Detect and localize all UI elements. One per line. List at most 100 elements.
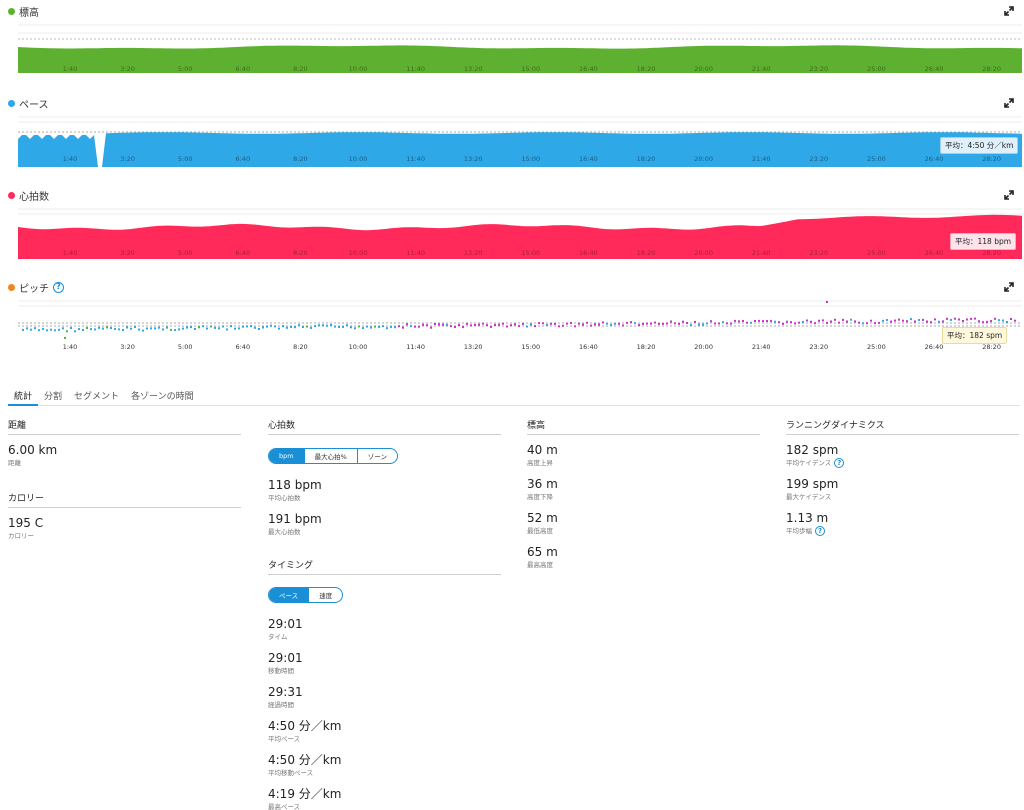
cadence-point bbox=[950, 318, 952, 321]
cadence-point bbox=[62, 327, 64, 330]
cadence-point bbox=[758, 319, 760, 322]
elapsed-time-stat: 29:31 経過時間 bbox=[268, 685, 501, 710]
cadence-point bbox=[634, 322, 636, 325]
cadence-point bbox=[262, 326, 264, 329]
cadence-point bbox=[402, 326, 404, 329]
cadence-point bbox=[194, 328, 196, 330]
cadence-point bbox=[606, 322, 608, 325]
cadence-point bbox=[74, 330, 76, 333]
cadence-point bbox=[290, 325, 292, 328]
toggle-speed[interactable]: 速度 bbox=[319, 592, 333, 600]
x-tick-label: 13:20 bbox=[464, 155, 483, 163]
x-tick-label: 5:00 bbox=[178, 249, 193, 257]
cadence-point bbox=[382, 325, 384, 328]
cadence-point bbox=[830, 320, 832, 323]
x-tick-label: 1:40 bbox=[63, 249, 78, 257]
cadence-point bbox=[330, 324, 332, 326]
cadence-point bbox=[682, 320, 684, 323]
stat-label: 最低高度 bbox=[527, 527, 553, 535]
max-heart-rate-stat: 191 bpm 最大心拍数 bbox=[268, 512, 501, 537]
help-icon[interactable]: ? bbox=[834, 458, 845, 468]
x-tick-label: 25:00 bbox=[867, 65, 886, 73]
expand-icon[interactable] bbox=[1004, 190, 1014, 200]
tab-segments[interactable]: セグメント bbox=[74, 392, 120, 402]
x-tick-label: 5:00 bbox=[178, 65, 193, 73]
cadence-point bbox=[894, 319, 896, 322]
cadence-point bbox=[38, 329, 40, 332]
toggle-pace[interactable]: ペース bbox=[269, 588, 310, 602]
cadence-point bbox=[1010, 318, 1012, 320]
cadence-average-badge: 平均：182 spm bbox=[942, 327, 1008, 344]
stat-value: 40 m bbox=[527, 443, 558, 457]
cadence-point bbox=[762, 320, 764, 323]
heart-rate-dot-icon bbox=[8, 191, 15, 199]
cadence-point bbox=[294, 326, 296, 329]
toggle-max-hr-percent[interactable]: 最大心拍% bbox=[305, 449, 358, 463]
cadence-point bbox=[98, 326, 100, 329]
cadence-point bbox=[822, 319, 824, 322]
help-icon[interactable]: ? bbox=[815, 526, 825, 536]
cadence-point bbox=[166, 326, 168, 329]
timing-section-title: タイミング bbox=[268, 558, 501, 575]
stat-value: 199 spm bbox=[786, 477, 839, 491]
cadence-point bbox=[278, 327, 280, 330]
cadence-point bbox=[370, 326, 372, 329]
cadence-point bbox=[998, 319, 1000, 322]
tab-stats[interactable]: 統計 bbox=[8, 385, 39, 406]
cadence-point bbox=[982, 321, 984, 324]
cadence-point bbox=[874, 322, 876, 325]
cadence-point bbox=[618, 322, 620, 325]
elevation-column: 標高 40 m 高度上昇 36 m 高度下降 52 m 最低高度 65 m 最高… bbox=[527, 418, 760, 579]
stat-value: 65 m bbox=[527, 545, 558, 559]
x-tick-label: 11:40 bbox=[406, 343, 425, 351]
cadence-point bbox=[826, 321, 828, 324]
calories-value: 195 C bbox=[8, 516, 44, 530]
cadence-point bbox=[22, 328, 24, 331]
x-tick-label: 28:20 bbox=[982, 155, 1001, 163]
toggle-bpm[interactable]: bpm bbox=[269, 449, 305, 463]
x-tick-label: 6:40 bbox=[235, 249, 250, 257]
distance-value: 6.00 km bbox=[8, 443, 58, 457]
cadence-chart-title: ピッチ bbox=[19, 283, 49, 295]
tab-laps[interactable]: 分割 bbox=[44, 392, 63, 402]
x-tick-label: 15:00 bbox=[521, 155, 540, 163]
cadence-point bbox=[206, 327, 208, 330]
cadence-point bbox=[746, 321, 748, 324]
time-stat: 29:01 タイム bbox=[268, 617, 501, 642]
stat-label: 平均ペース bbox=[268, 735, 301, 743]
cadence-point bbox=[170, 328, 172, 331]
cadence-point bbox=[922, 318, 924, 321]
cadence-point bbox=[730, 322, 732, 325]
cadence-point bbox=[306, 325, 308, 328]
cadence-point bbox=[462, 326, 464, 329]
x-tick-label: 8:20 bbox=[293, 249, 308, 257]
help-icon[interactable]: ? bbox=[53, 281, 64, 293]
expand-icon[interactable] bbox=[1004, 98, 1014, 108]
cadence-point bbox=[638, 324, 640, 327]
cadence-point bbox=[686, 322, 688, 324]
cadence-point bbox=[942, 320, 944, 323]
cadence-point bbox=[450, 325, 452, 328]
max-heart-rate-value: 191 bpm bbox=[268, 512, 322, 526]
cadence-point bbox=[114, 327, 116, 330]
cadence-point bbox=[838, 321, 840, 324]
stat-label: 平均ケイデンス? bbox=[786, 458, 1019, 468]
cadence-point bbox=[738, 320, 740, 323]
tab-time-in-zones[interactable]: 各ゾーンの時間 bbox=[131, 392, 194, 402]
cadence-point bbox=[258, 328, 260, 330]
x-tick-label: 8:20 bbox=[293, 155, 308, 163]
avg-pace-stat: 4:50 分／km 平均ペース bbox=[268, 719, 501, 744]
cadence-point bbox=[366, 325, 368, 328]
expand-icon[interactable] bbox=[1004, 282, 1014, 292]
cadence-point bbox=[578, 322, 580, 325]
stat-label: 移動時間 bbox=[268, 667, 294, 675]
expand-icon[interactable] bbox=[1004, 6, 1014, 16]
cadence-point bbox=[342, 325, 344, 328]
cadence-point bbox=[490, 325, 492, 328]
cadence-point bbox=[910, 318, 912, 321]
cadence-point bbox=[270, 324, 272, 327]
cadence-point bbox=[954, 317, 956, 320]
x-tick-label: 5:00 bbox=[178, 343, 193, 351]
x-tick-label: 15:00 bbox=[521, 343, 540, 351]
toggle-zone[interactable]: ゾーン bbox=[367, 453, 387, 461]
